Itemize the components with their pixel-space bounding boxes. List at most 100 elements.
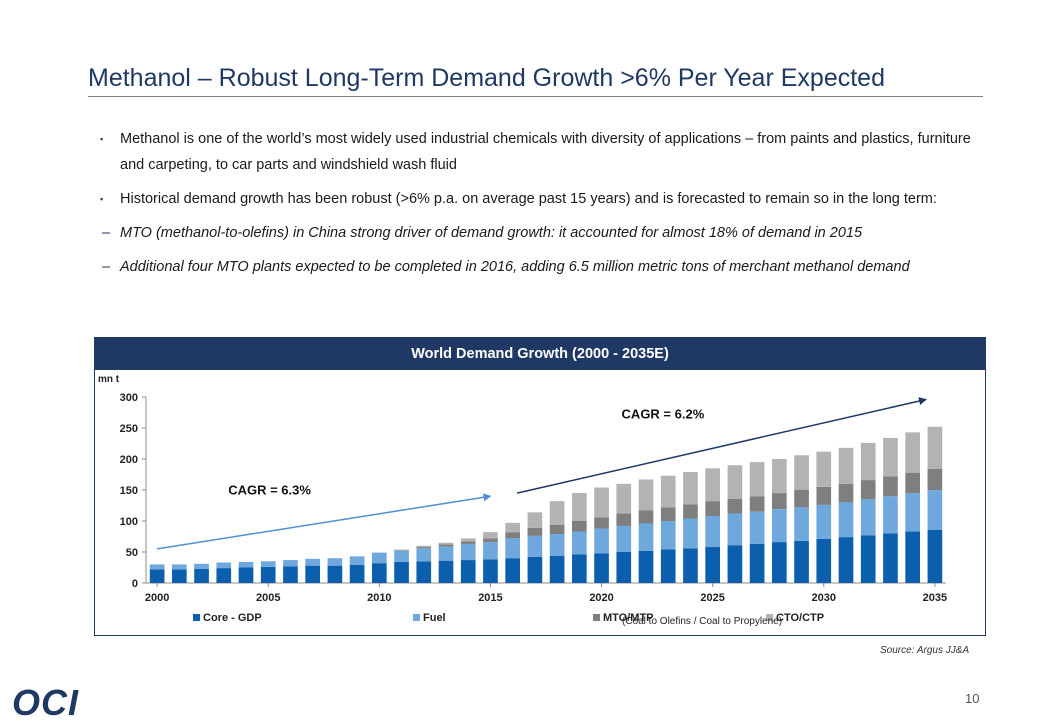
bar-segment-fuel <box>172 564 187 570</box>
bar-segment-core-gdp <box>794 540 809 583</box>
bar-segment-fuel <box>460 543 476 561</box>
chart-panel: World Demand Growth (2000 - 2035E) mn t 0… <box>94 337 986 636</box>
bar-segment-cto-ctp <box>660 475 676 508</box>
bar-segment-fuel <box>372 552 387 564</box>
x-tick-label: 2000 <box>145 592 169 604</box>
cagr-label: CAGR = 6.3% <box>228 482 311 497</box>
bar-segment-core-gdp <box>660 549 676 583</box>
legend-swatch <box>413 614 420 621</box>
bar-segment-fuel <box>616 525 632 552</box>
bullet-item: ▪ Methanol is one of the world’s most wi… <box>100 126 980 178</box>
bar-segment-core-gdp <box>594 553 609 583</box>
x-tick-label: 2010 <box>367 592 391 604</box>
bullet-text: Methanol is one of the world’s most wide… <box>120 131 971 173</box>
bar-segment-fuel <box>860 499 876 536</box>
bar-segment-mto-mtp <box>483 538 498 543</box>
bar-segment-cto-ctp <box>749 462 765 497</box>
bar-segment-core-gdp <box>705 547 720 583</box>
bar-segment-fuel <box>838 502 854 538</box>
bar-segment-mto-mtp <box>527 527 543 536</box>
bar-segment-cto-ctp <box>927 426 943 469</box>
bar-segment-core-gdp <box>927 529 943 583</box>
bar-segment-fuel <box>349 556 365 566</box>
bar-segment-core-gdp <box>216 568 232 583</box>
x-tick-label: 2025 <box>700 592 724 604</box>
bar-segment-fuel <box>216 562 232 569</box>
bar-segment-cto-ctp <box>883 437 898 477</box>
bullet-list: ▪ Methanol is one of the world’s most wi… <box>100 126 980 288</box>
bar-segment-core-gdp <box>149 569 165 583</box>
bar-segment-cto-ctp <box>594 487 609 518</box>
bar-segment-fuel <box>394 550 409 562</box>
bar-segment-core-gdp <box>194 568 209 583</box>
title-divider <box>88 96 983 97</box>
bar-segment-core-gdp <box>549 555 565 583</box>
oci-logo: OCI <box>12 682 80 723</box>
bar-segment-fuel <box>527 535 543 557</box>
bar-segment-mto-mtp <box>438 544 454 547</box>
bar-segment-fuel <box>705 516 720 548</box>
bar-segment-fuel <box>283 560 298 567</box>
page-title: Methanol – Robust Long-Term Demand Growt… <box>88 64 885 92</box>
legend-swatch <box>593 614 600 621</box>
source-note: Source: Argus JJ&A <box>880 645 970 656</box>
bar-segment-core-gdp <box>883 533 898 583</box>
bar-segment-cto-ctp <box>505 522 520 533</box>
y-tick-label: 250 <box>120 423 138 435</box>
bar-segment-mto-mtp <box>638 510 654 524</box>
bar-segment-mto-mtp <box>860 480 876 500</box>
bar-segment-core-gdp <box>460 560 476 583</box>
bar-segment-core-gdp <box>638 550 654 583</box>
bar-segment-mto-mtp <box>772 493 787 510</box>
bar-segment-core-gdp <box>772 542 787 583</box>
y-tick-label: 300 <box>120 392 138 404</box>
bar-segment-cto-ctp <box>460 538 476 542</box>
bar-segment-mto-mtp <box>705 501 720 517</box>
y-tick-label: 150 <box>120 485 138 497</box>
bar-segment-fuel <box>260 561 276 567</box>
bar-segment-cto-ctp <box>727 465 743 499</box>
bar-segment-core-gdp <box>616 552 632 583</box>
bar-segment-mto-mtp <box>416 547 432 549</box>
page-number: 10 <box>965 691 980 706</box>
legend-swatch <box>193 614 200 621</box>
bar-segment-core-gdp <box>372 563 387 583</box>
bar-segment-mto-mtp <box>727 498 743 514</box>
bar-segment-mto-mtp <box>549 524 565 535</box>
bar-segment-mto-mtp <box>660 507 676 521</box>
bar-segment-core-gdp <box>816 538 832 583</box>
sub-bullet-text: Additional four MTO plants expected to b… <box>120 259 910 275</box>
bar-segment-fuel <box>505 538 520 559</box>
cagr-arrow <box>156 493 492 550</box>
bar-segment-core-gdp <box>905 531 920 583</box>
bar-segment-mto-mtp <box>572 521 587 532</box>
x-tick-label: 2030 <box>812 592 836 604</box>
bar-segment-fuel <box>816 504 832 539</box>
bullet-marker: ▪ <box>100 134 104 144</box>
bar-segment-mto-mtp <box>883 476 898 497</box>
bar-segment-fuel <box>438 546 454 561</box>
bar-segment-core-gdp <box>327 565 343 583</box>
bar-segment-fuel <box>883 496 898 534</box>
bar-segment-core-gdp <box>683 548 698 583</box>
bar-segment-cto-ctp <box>572 493 587 521</box>
sub-bullet-item: – Additional four MTO plants expected to… <box>88 254 980 280</box>
sub-bullet-marker: – <box>102 225 111 241</box>
bar-segment-core-gdp <box>349 565 365 583</box>
x-tick-label: 2015 <box>478 592 502 604</box>
bar-segment-fuel <box>572 531 587 555</box>
bar-segment-fuel <box>305 558 320 566</box>
bar-segment-core-gdp <box>838 537 854 583</box>
y-tick-label: 0 <box>132 578 138 590</box>
y-unit-label: mn t <box>98 374 120 385</box>
cagr-arrow <box>516 397 927 494</box>
cagr-label: CAGR = 6.2% <box>622 407 705 422</box>
bar-segment-cto-ctp <box>549 501 565 525</box>
demand-chart: mn t 0 50 100 150 200 250 300 2000 2005 2010 2015 20… <box>98 374 947 627</box>
bar-segment-mto-mtp <box>460 541 476 544</box>
bar-segment-cto-ctp <box>838 447 854 484</box>
bar-segment-core-gdp <box>260 566 276 583</box>
bar-segment-core-gdp <box>572 554 587 583</box>
bar-segment-fuel <box>149 564 165 570</box>
bar-segment-mto-mtp <box>594 517 609 529</box>
